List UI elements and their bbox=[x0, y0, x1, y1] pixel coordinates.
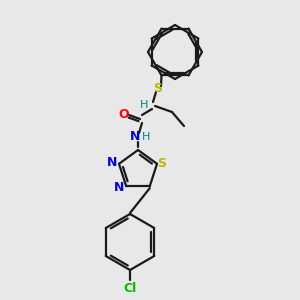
Text: H: H bbox=[142, 132, 150, 142]
Text: N: N bbox=[130, 130, 140, 143]
Text: N: N bbox=[114, 181, 124, 194]
Text: S: S bbox=[154, 82, 163, 95]
Text: O: O bbox=[119, 109, 129, 122]
Text: H: H bbox=[140, 100, 148, 110]
Text: Cl: Cl bbox=[123, 281, 136, 295]
Text: S: S bbox=[158, 157, 166, 170]
Text: N: N bbox=[107, 156, 117, 169]
